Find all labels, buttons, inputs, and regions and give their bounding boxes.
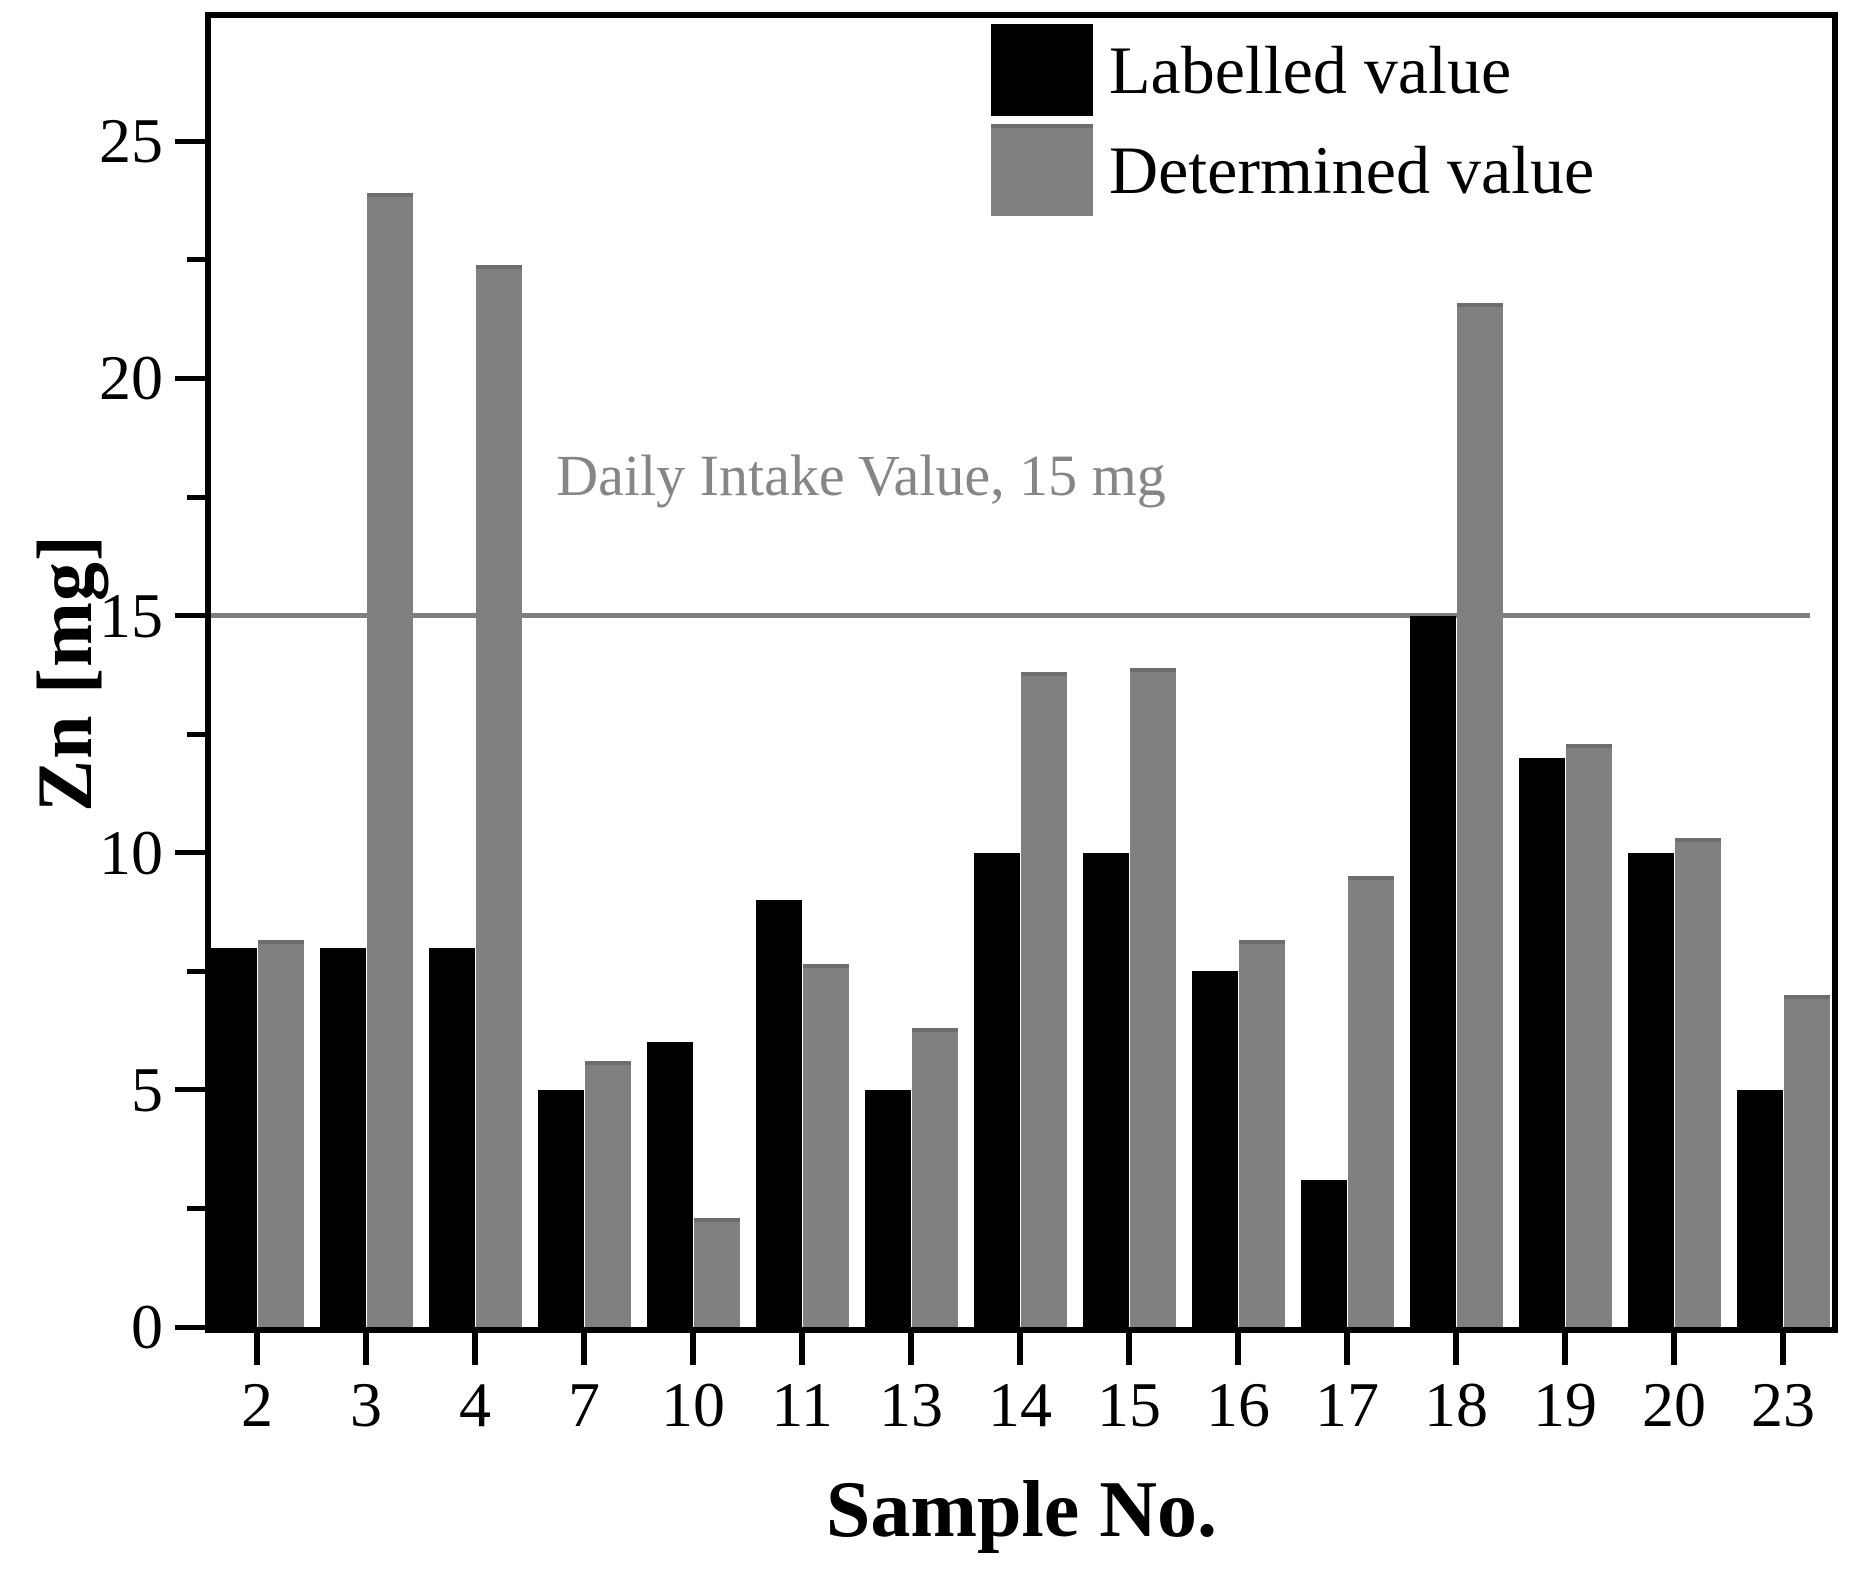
bar-labelled-14 bbox=[974, 853, 1020, 1327]
y-major-tick-10 bbox=[175, 850, 205, 856]
bar-determined-18 bbox=[1457, 303, 1503, 1327]
y-major-tick-20 bbox=[175, 375, 205, 381]
bar-labelled-18 bbox=[1410, 616, 1456, 1327]
x-tick-10 bbox=[690, 1333, 696, 1365]
bar-determined-3 bbox=[367, 193, 413, 1327]
daily-intake-reference-label: Daily Intake Value, 15 mg bbox=[556, 443, 1166, 508]
x-axis-title: Sample No. bbox=[825, 1466, 1218, 1554]
bar-determined-11 bbox=[803, 964, 849, 1327]
legend-swatch-labelled bbox=[991, 24, 1093, 116]
bar-labelled-13 bbox=[865, 1090, 911, 1327]
x-tick-label-23: 23 bbox=[1751, 1369, 1815, 1440]
bar-labelled-23 bbox=[1737, 1090, 1783, 1327]
bar-labelled-4 bbox=[429, 948, 475, 1327]
legend-item-labelled: Labelled value bbox=[991, 24, 1594, 116]
x-tick-label-20: 20 bbox=[1642, 1369, 1706, 1440]
bar-determined-17 bbox=[1348, 876, 1394, 1327]
bar-determined-23 bbox=[1784, 995, 1830, 1327]
y-major-tick-25 bbox=[175, 138, 205, 144]
y-major-tick-15 bbox=[175, 613, 205, 619]
y-minor-tick-7.5 bbox=[187, 968, 205, 974]
x-tick-label-19: 19 bbox=[1533, 1369, 1597, 1440]
y-tick-label-0: 0 bbox=[131, 1291, 163, 1362]
bar-determined-15 bbox=[1130, 668, 1176, 1327]
x-tick-20 bbox=[1671, 1333, 1677, 1365]
x-tick-label-10: 10 bbox=[661, 1369, 725, 1440]
bar-determined-13 bbox=[912, 1028, 958, 1327]
bar-determined-2 bbox=[258, 940, 304, 1327]
x-tick-14 bbox=[1017, 1333, 1023, 1365]
x-tick-label-15: 15 bbox=[1097, 1369, 1161, 1440]
bar-determined-19 bbox=[1566, 744, 1612, 1327]
legend-item-determined: Determined value bbox=[991, 124, 1594, 216]
y-tick-label-15: 15 bbox=[99, 579, 163, 651]
x-tick-label-17: 17 bbox=[1315, 1369, 1379, 1440]
x-tick-7 bbox=[581, 1333, 587, 1365]
x-tick-label-3: 3 bbox=[350, 1369, 382, 1440]
x-tick-19 bbox=[1562, 1333, 1568, 1365]
x-tick-23 bbox=[1780, 1333, 1786, 1365]
x-tick-3 bbox=[363, 1333, 369, 1365]
bar-labelled-10 bbox=[647, 1042, 693, 1327]
bar-determined-14 bbox=[1021, 672, 1067, 1327]
bar-labelled-20 bbox=[1628, 853, 1674, 1327]
bar-labelled-17 bbox=[1301, 1180, 1347, 1327]
x-tick-2 bbox=[254, 1333, 260, 1365]
y-major-tick-0 bbox=[175, 1324, 205, 1330]
bar-labelled-11 bbox=[756, 900, 802, 1327]
y-tick-label-25: 25 bbox=[99, 105, 163, 177]
bar-determined-10 bbox=[694, 1218, 740, 1327]
bar-labelled-3 bbox=[320, 948, 366, 1327]
bar-determined-20 bbox=[1675, 838, 1721, 1327]
bar-determined-7 bbox=[585, 1061, 631, 1327]
x-tick-label-7: 7 bbox=[568, 1369, 600, 1440]
x-tick-11 bbox=[799, 1333, 805, 1365]
bar-labelled-16 bbox=[1192, 971, 1238, 1327]
x-tick-13 bbox=[908, 1333, 914, 1365]
y-minor-tick-17.5 bbox=[187, 494, 205, 500]
legend: Labelled value Determined value bbox=[991, 24, 1594, 224]
x-tick-17 bbox=[1344, 1333, 1350, 1365]
x-tick-label-14: 14 bbox=[988, 1369, 1052, 1440]
legend-label-determined: Determined value bbox=[1109, 132, 1595, 208]
bar-determined-16 bbox=[1239, 940, 1285, 1327]
x-tick-18 bbox=[1453, 1333, 1459, 1365]
x-tick-label-13: 13 bbox=[879, 1369, 943, 1440]
y-major-tick-5 bbox=[175, 1087, 205, 1093]
bar-labelled-2 bbox=[211, 948, 257, 1327]
x-tick-label-4: 4 bbox=[459, 1369, 491, 1440]
y-tick-label-5: 5 bbox=[131, 1053, 163, 1125]
x-tick-16 bbox=[1235, 1333, 1241, 1365]
x-tick-15 bbox=[1126, 1333, 1132, 1365]
y-tick-label-10: 10 bbox=[99, 816, 163, 888]
y-minor-tick-2.5 bbox=[187, 1205, 205, 1211]
bar-determined-4 bbox=[476, 265, 522, 1327]
x-tick-label-11: 11 bbox=[771, 1369, 833, 1440]
x-tick-label-16: 16 bbox=[1206, 1369, 1270, 1440]
y-tick-label-20: 20 bbox=[99, 342, 163, 414]
legend-swatch-determined bbox=[991, 124, 1093, 216]
legend-label-labelled: Labelled value bbox=[1109, 32, 1512, 108]
y-minor-tick-22.5 bbox=[187, 257, 205, 263]
bar-labelled-7 bbox=[538, 1090, 584, 1327]
bar-labelled-19 bbox=[1519, 758, 1565, 1327]
x-tick-label-18: 18 bbox=[1424, 1369, 1488, 1440]
x-tick-label-2: 2 bbox=[241, 1369, 273, 1440]
x-tick-4 bbox=[472, 1333, 478, 1365]
bar-labelled-15 bbox=[1083, 853, 1129, 1327]
daily-intake-reference-line bbox=[211, 613, 1810, 619]
y-minor-tick-12.5 bbox=[187, 731, 205, 737]
